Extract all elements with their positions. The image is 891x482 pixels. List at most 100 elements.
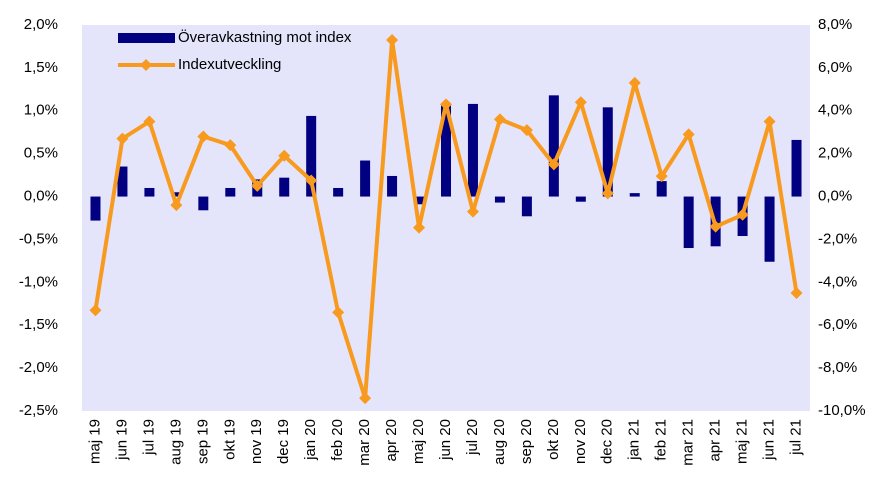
marker: [224, 139, 237, 152]
marker: [116, 132, 129, 145]
y-tick-label: 1,5%: [24, 59, 58, 76]
x-tick-label: jul 21: [787, 419, 804, 456]
x-tick-label: jul 19: [140, 419, 157, 456]
marker: [736, 208, 749, 221]
bar: [764, 196, 775, 262]
bar: [494, 196, 505, 203]
y2-tick-label: -10,0%: [818, 402, 866, 419]
marker: [709, 220, 722, 233]
marker: [89, 304, 102, 317]
legend-label: Överavkastning mot index: [178, 28, 352, 46]
bar: [683, 196, 694, 249]
bar: [90, 196, 101, 221]
bar: [225, 187, 236, 197]
y-tick-label: 0,0%: [24, 188, 58, 205]
x-tick-label: jun 19: [113, 419, 130, 461]
y-tick-label: -1,5%: [19, 316, 58, 333]
bar: [144, 187, 155, 197]
y-tick-label: -2,5%: [19, 402, 58, 419]
x-tick-label: apr 20: [383, 419, 400, 462]
marker: [601, 187, 614, 200]
bar: [467, 103, 478, 197]
y-tick-label: 1,0%: [24, 102, 58, 119]
legend-label: Indexutveckling: [178, 56, 281, 73]
y2-tick-label: 0,0%: [818, 188, 852, 205]
bar: [117, 166, 128, 197]
bar: [198, 196, 209, 211]
y2-tick-label: -4,0%: [818, 273, 857, 290]
x-tick-label: feb 20: [329, 419, 346, 461]
x-tick-label: nov 19: [248, 419, 265, 464]
x-tick-label: nov 20: [572, 419, 589, 464]
y2-tick-label: 4,0%: [818, 102, 852, 119]
y-tick-label: -2,0%: [19, 359, 58, 376]
x-tick-label: aug 20: [491, 419, 508, 465]
x-tick-label: mar 21: [680, 419, 697, 466]
y2-tick-label: -8,0%: [818, 359, 857, 376]
marker: [305, 174, 318, 187]
bar: [791, 139, 802, 197]
bar: [656, 181, 667, 197]
x-tick-label: sep 19: [194, 419, 211, 464]
marker: [574, 96, 587, 109]
bar: [171, 192, 182, 197]
marker: [386, 34, 399, 47]
marker: [547, 158, 560, 171]
legend-swatch: [118, 33, 175, 43]
x-tick-label: jul 20: [464, 419, 481, 456]
marker: [493, 113, 506, 126]
bar: [360, 160, 371, 197]
y-tick-label: 2,0%: [24, 16, 58, 33]
x-tick-label: mar 20: [356, 419, 373, 466]
marker: [440, 98, 452, 111]
marker: [466, 205, 479, 218]
x-tick-label: maj 20: [410, 419, 427, 464]
bar: [279, 177, 290, 197]
x-tick-label: dec 19: [275, 419, 292, 464]
marker: [655, 170, 668, 183]
plot-area: [82, 25, 810, 411]
x-tick-label: aug 19: [167, 419, 184, 465]
y2-tick-label: -2,0%: [818, 230, 857, 247]
marker: [628, 76, 641, 89]
marker: [251, 179, 264, 192]
x-tick-label: jan 20: [302, 419, 319, 461]
bar: [306, 115, 317, 197]
y-tick-label: 0,5%: [24, 145, 58, 162]
x-tick-label: jun 20: [437, 419, 454, 461]
marker: [170, 199, 183, 212]
bar: [441, 105, 451, 197]
bar: [548, 95, 559, 197]
y-tick-label: -0,5%: [19, 230, 58, 247]
x-tick-label: maj 21: [734, 419, 751, 464]
bar: [602, 107, 613, 197]
bar: [521, 196, 532, 217]
y2-tick-label: 2,0%: [818, 145, 852, 162]
marker: [197, 130, 210, 143]
y2-tick-label: 6,0%: [818, 59, 852, 76]
marker: [278, 149, 291, 162]
x-tick-label: jan 21: [626, 419, 643, 461]
x-tick-label: jun 21: [761, 419, 778, 461]
bar: [387, 175, 398, 197]
x-tick-label: okt 20: [545, 419, 562, 460]
x-tick-label: maj 19: [86, 419, 103, 464]
legend-marker: [140, 59, 152, 71]
y-tick-label: -1,0%: [19, 273, 58, 290]
x-tick-label: apr 21: [707, 419, 724, 462]
x-tick-label: dec 20: [599, 419, 616, 464]
y2-tick-label: -6,0%: [818, 316, 857, 333]
bar: [629, 193, 640, 197]
marker: [143, 115, 156, 128]
bar: [414, 196, 425, 205]
marker: [332, 306, 345, 319]
marker: [520, 124, 533, 137]
x-tick-label: feb 21: [653, 419, 670, 461]
bar: [333, 187, 344, 197]
x-tick-label: okt 19: [221, 419, 238, 460]
bar: [575, 196, 586, 202]
marker: [682, 128, 695, 141]
x-tick-label: sep 20: [518, 419, 535, 464]
marker: [413, 221, 426, 234]
